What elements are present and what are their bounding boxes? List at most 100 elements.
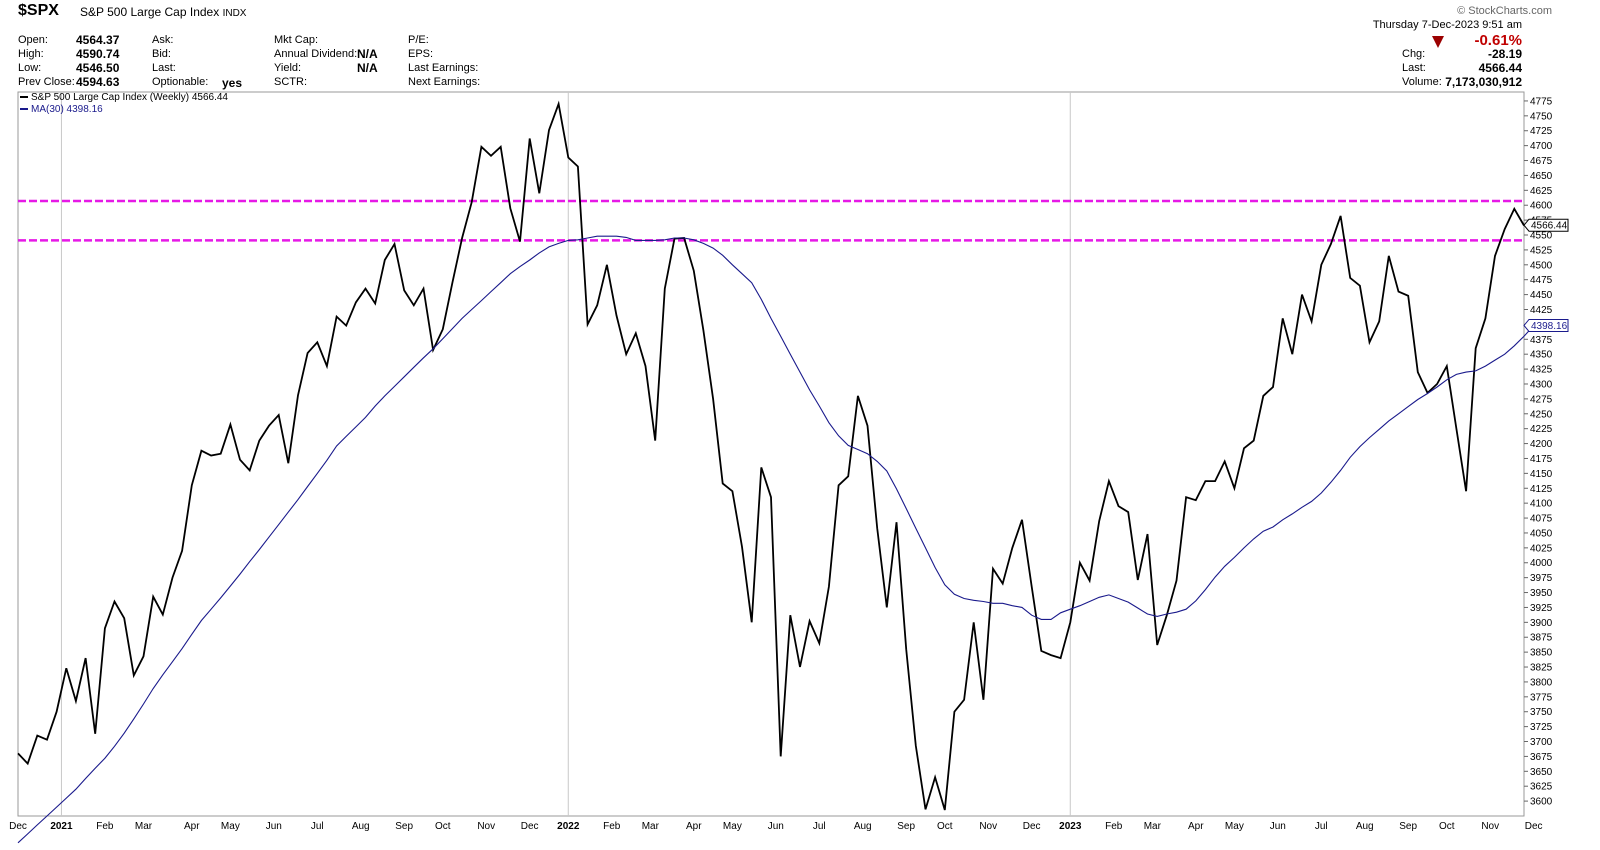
- x-tick-label: Nov: [477, 821, 495, 832]
- x-tick-label: Jul: [813, 821, 826, 832]
- x-tick-label: Nov: [1481, 821, 1499, 832]
- y-tick-label: 4125: [1530, 484, 1553, 495]
- y-tick-label: 3600: [1530, 797, 1553, 808]
- yield-value: N/A: [357, 61, 378, 75]
- y-tick-label: 4500: [1530, 260, 1553, 271]
- x-tick-label: Mar: [135, 821, 153, 832]
- datetime: Thursday 7-Dec-2023 9:51 am: [1372, 19, 1522, 31]
- y-tick-label: 4150: [1530, 469, 1553, 480]
- y-tick-label: 4225: [1530, 424, 1553, 435]
- x-tick-label: Apr: [1188, 821, 1204, 832]
- y-tick-label: 4675: [1530, 156, 1553, 167]
- x-tick-label: Oct: [1439, 821, 1455, 832]
- price-last-value-label-box: [1523, 218, 1569, 232]
- x-tick-label: Dec: [521, 821, 539, 832]
- anndiv-value: N/A: [357, 47, 378, 61]
- y-tick-label: 3900: [1530, 618, 1553, 629]
- x-tick-label: Dec: [1525, 821, 1543, 832]
- x-tick-label: Jun: [266, 821, 282, 832]
- axis-layer: 3600 3625 3650 3675 3700 3725 3750 3775 3800 3825…: [9, 96, 1569, 832]
- ticker-symbol: $SPX: [18, 2, 59, 19]
- y-tick-label: 3675: [1530, 752, 1553, 763]
- chart-header: $SPX S&P 500 Large Cap Index INDX © Stoc…: [0, 0, 1600, 95]
- next-earnings-label: Next Earnings:: [408, 76, 481, 88]
- x-tick-label: Apr: [184, 821, 200, 832]
- last2-value: 4566.44: [1478, 61, 1522, 75]
- x-tick-label: May: [723, 821, 742, 832]
- x-tick-label: Oct: [435, 821, 451, 832]
- x-tick-label: Aug: [854, 821, 872, 832]
- open-value: 4564.37: [76, 33, 120, 47]
- x-tick-label: Dec: [1023, 821, 1041, 832]
- low-label: Low:: [18, 62, 42, 74]
- y-tick-label: 4775: [1530, 96, 1553, 107]
- y-tick-label: 4050: [1530, 528, 1553, 539]
- x-tick-label: Jun: [768, 821, 784, 832]
- y-tick-label: 4275: [1530, 394, 1553, 405]
- index-name: S&P 500 Large Cap Index INDX: [80, 5, 247, 19]
- x-tick-label: Sep: [1399, 821, 1417, 832]
- y-tick-label: 4325: [1530, 365, 1553, 376]
- ma-series-line: [17, 235, 1535, 844]
- y-tick-label: 3625: [1530, 782, 1553, 793]
- high-value: 4590.74: [76, 47, 120, 61]
- y-tick-label: 3750: [1530, 707, 1553, 718]
- y-tick-label: 3700: [1530, 737, 1553, 748]
- optionable-label: Optionable:: [152, 76, 209, 88]
- prevclose-value: 4594.63: [76, 75, 120, 89]
- x-tick-label: Apr: [686, 821, 702, 832]
- y-tick-label: 4025: [1530, 543, 1553, 554]
- price-series-line: [17, 100, 1525, 811]
- x-tick-label: Nov: [979, 821, 997, 832]
- x-tick-label: 2022: [557, 821, 580, 832]
- x-tick-label: Aug: [352, 821, 370, 832]
- x-tick-label: Feb: [603, 821, 621, 832]
- y-tick-label: 4650: [1530, 171, 1553, 182]
- x-tick-label: Jul: [1315, 821, 1328, 832]
- y-tick-label: 4300: [1530, 379, 1553, 390]
- y-tick-label: 4725: [1530, 126, 1553, 137]
- volume-value: 7,173,030,912: [1445, 75, 1522, 89]
- mktcap-label: Mkt Cap:: [274, 34, 319, 46]
- bid-label: Bid:: [152, 48, 171, 60]
- y-tick-label: 3725: [1530, 722, 1553, 733]
- y-tick-label: 4525: [1530, 245, 1553, 256]
- horizontal-lines-layer: [18, 199, 1524, 242]
- x-tick-label: Mar: [642, 821, 660, 832]
- plot-frame: [17, 91, 1525, 817]
- y-tick-label: 3975: [1530, 573, 1553, 584]
- y-tick-label: 4700: [1530, 141, 1553, 152]
- x-tick-label: 2023: [1059, 821, 1082, 832]
- y-tick-label: 3950: [1530, 588, 1553, 599]
- last-label: Last:: [152, 62, 176, 74]
- ma-last-value-label-text: 4398.16: [1531, 321, 1568, 332]
- x-tick-label: Sep: [897, 821, 915, 832]
- open-label: Open:: [18, 34, 48, 46]
- chg-label: Chg:: [1402, 48, 1426, 60]
- y-tick-label: 3925: [1530, 603, 1553, 614]
- x-tick-label: Aug: [1356, 821, 1374, 832]
- y-tick-label: 3875: [1530, 633, 1553, 644]
- y-tick-label: 4100: [1530, 499, 1553, 510]
- y-tick-label: 3775: [1530, 692, 1553, 703]
- legend-ma: MA(30) 4398.16: [20, 104, 228, 116]
- high-label: High:: [18, 48, 44, 60]
- x-tick-label: May: [1225, 821, 1244, 832]
- pe-label: P/E:: [408, 34, 429, 46]
- brand-watermark: © StockCharts.com: [1457, 5, 1552, 17]
- series-layer: [17, 100, 1535, 844]
- chg-value: -28.19: [1487, 47, 1522, 61]
- x-tick-label: Jun: [1270, 821, 1286, 832]
- x-tick-label: Dec: [9, 821, 27, 832]
- y-tick-label: 4175: [1530, 454, 1553, 465]
- eps-label: EPS:: [408, 48, 434, 60]
- y-tick-label: 4550: [1530, 231, 1553, 242]
- y-tick-label: 4375: [1530, 335, 1553, 346]
- anndiv-label: Annual Dividend:: [274, 48, 358, 60]
- chart-legend: S&P 500 Large Cap Index (Weekly) 4566.44…: [20, 92, 228, 116]
- y-tick-label: 3800: [1530, 677, 1553, 688]
- y-tick-label: 4475: [1530, 275, 1553, 286]
- yield-label: Yield:: [274, 62, 302, 74]
- y-tick-label: 4000: [1530, 558, 1553, 569]
